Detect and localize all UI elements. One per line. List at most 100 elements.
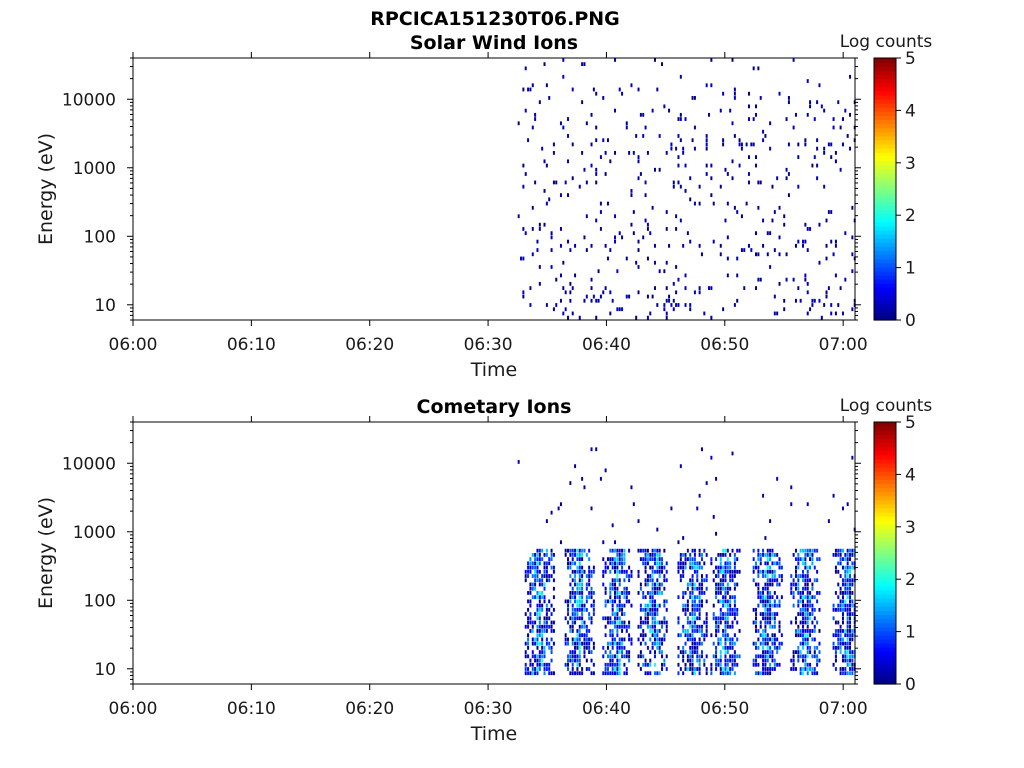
spectrogram-cell xyxy=(630,603,633,608)
spectrogram-cell xyxy=(802,561,805,566)
spectrogram-cell xyxy=(766,557,769,562)
spectrogram-cell xyxy=(581,616,584,621)
spectrogram-cell xyxy=(534,671,537,676)
spectrogram-cell xyxy=(811,298,814,303)
colorbar-segment xyxy=(874,577,896,583)
spectrogram-cell xyxy=(816,146,819,151)
spectrogram-cell xyxy=(534,641,537,646)
colorbar-segment xyxy=(874,622,896,628)
spectrogram-cell xyxy=(769,582,772,587)
spectrogram-cell xyxy=(773,616,776,621)
spectrogram-cell xyxy=(576,548,579,553)
spectrogram-cell xyxy=(705,172,708,176)
spectrogram-cell xyxy=(729,578,732,583)
spectrogram-cell xyxy=(559,273,562,278)
colorbar-segment xyxy=(874,86,896,92)
spectrogram-cell xyxy=(616,607,619,612)
spectrogram-cell xyxy=(691,658,694,663)
spectrogram-cell xyxy=(806,667,809,671)
spectrogram-cell xyxy=(693,582,696,587)
colorbar-segment xyxy=(874,156,896,161)
spectrogram-cell xyxy=(644,603,647,608)
spectrogram-cell xyxy=(747,180,750,185)
spectrogram-cell xyxy=(665,607,668,612)
spectrogram-cell xyxy=(766,578,769,583)
spectrogram-cell xyxy=(818,629,821,633)
spectrogram-cell xyxy=(773,633,776,638)
spectrogram-cell xyxy=(802,667,805,671)
spectrogram-cell xyxy=(849,574,852,578)
spectrogram-cell xyxy=(658,641,661,646)
spectrogram-cell xyxy=(665,578,668,583)
spectrogram-cell xyxy=(614,58,617,62)
spectrogram-cell xyxy=(846,633,849,638)
spectrogram-cell xyxy=(665,260,668,265)
spectrogram-cell xyxy=(529,286,532,290)
spectrogram-cell xyxy=(794,650,797,654)
spectrogram-cell xyxy=(621,654,624,659)
spectrogram-cell xyxy=(769,662,772,667)
colorbar-tick-label: 2 xyxy=(905,206,916,226)
spectrogram-cell xyxy=(696,650,699,654)
spectrogram-cell xyxy=(722,582,725,587)
spectrogram-cell xyxy=(778,624,781,629)
spectrogram-cell xyxy=(776,637,779,642)
spectrogram-cell xyxy=(538,612,541,616)
spectrogram-cell xyxy=(639,633,642,638)
spectrogram-cell xyxy=(527,654,530,659)
spectrogram-cell xyxy=(849,582,852,587)
spectrogram-cell xyxy=(621,553,624,557)
spectrogram-cell xyxy=(731,658,734,663)
spectrogram-cell xyxy=(625,667,628,671)
spectrogram-cell xyxy=(811,548,814,553)
spectrogram-cell xyxy=(651,603,654,608)
spectrogram-cell xyxy=(844,654,847,659)
spectrogram-cell xyxy=(769,231,772,236)
spectrogram-cell xyxy=(771,633,774,638)
spectrogram-cell xyxy=(581,624,584,629)
spectrogram-cell xyxy=(762,591,765,595)
spectrogram-cell xyxy=(851,307,854,312)
x-tick-label: 06:00 xyxy=(109,699,158,719)
spectrogram-cell xyxy=(837,620,840,625)
spectrogram-cell xyxy=(726,624,729,629)
spectrogram-cell xyxy=(771,578,774,583)
spectrogram-cell xyxy=(550,612,553,616)
spectrogram-cell xyxy=(585,637,588,642)
spectrogram-cell xyxy=(583,298,586,303)
spectrogram-cell xyxy=(816,548,819,553)
spectrogram-cell xyxy=(581,582,584,587)
spectrogram-cell xyxy=(574,578,577,583)
spectrogram-cell xyxy=(799,650,802,654)
spectrogram-cell xyxy=(585,553,588,557)
spectrogram-cell xyxy=(604,599,607,604)
spectrogram-cell xyxy=(548,641,551,646)
spectrogram-cell xyxy=(769,519,772,523)
spectrogram-cell xyxy=(661,561,664,566)
colorbar-segment xyxy=(874,189,896,194)
spectrogram-cell xyxy=(682,243,685,248)
spectrogram-cell xyxy=(550,574,553,578)
spectrogram-cell xyxy=(672,281,675,286)
spectrogram-cell xyxy=(729,641,732,646)
spectrogram-cell xyxy=(576,629,579,633)
spectrogram-cell xyxy=(527,637,530,642)
spectrogram-cell xyxy=(802,239,805,244)
spectrogram-cell xyxy=(653,607,656,612)
spectrogram-cell xyxy=(726,582,729,587)
y-tick-label: 10000 xyxy=(62,90,116,110)
colorbar-segment xyxy=(874,602,896,607)
spectrogram-cell xyxy=(719,582,722,587)
spectrogram-cell xyxy=(637,662,640,667)
spectrogram-cell xyxy=(571,667,574,671)
spectrogram-cell xyxy=(661,650,664,654)
spectrogram-cell xyxy=(693,612,696,616)
spectrogram-cell xyxy=(719,553,722,557)
spectrogram-cell xyxy=(682,591,685,595)
spectrogram-cell xyxy=(724,616,727,621)
spectrogram-cell xyxy=(585,624,588,629)
spectrogram-cell xyxy=(790,667,793,671)
spectrogram-cell xyxy=(792,650,795,654)
spectrogram-cell xyxy=(569,548,572,553)
spectrogram-cell xyxy=(832,607,835,612)
